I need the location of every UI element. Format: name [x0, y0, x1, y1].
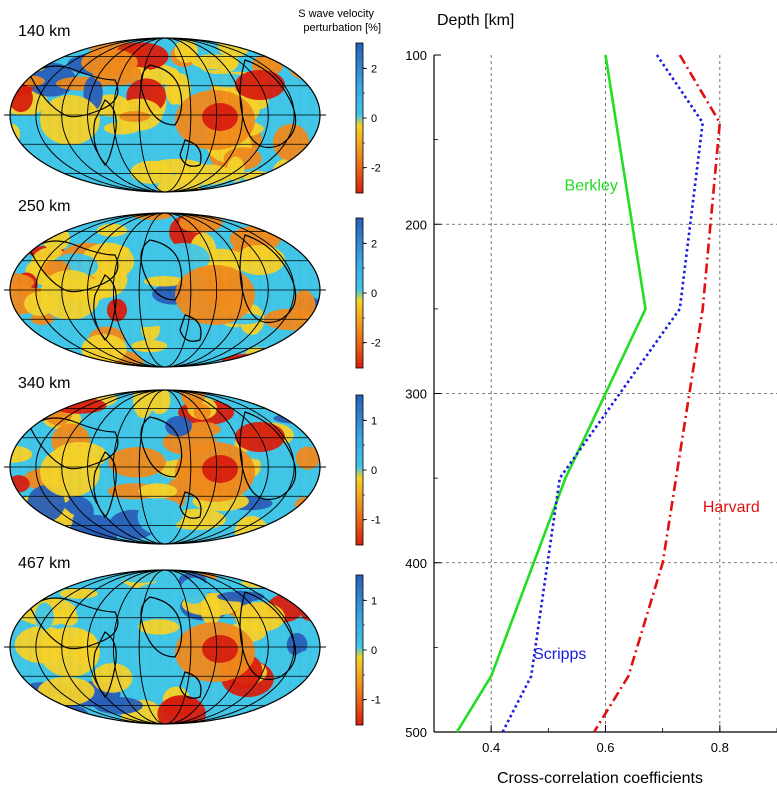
series-line-berkley	[455, 54, 647, 733]
anomaly-patch	[131, 339, 168, 353]
anomaly-patch	[108, 447, 166, 478]
colorbar-tick-label: 0	[371, 113, 377, 125]
map-3	[10, 570, 320, 724]
coastline	[140, 596, 183, 658]
colorbar-title: perturbation [%]	[303, 22, 381, 34]
anomaly-patch	[202, 635, 238, 663]
coastline	[239, 234, 297, 324]
anomaly-patch	[202, 278, 238, 306]
coastline	[29, 240, 119, 293]
anomaly-patch	[286, 633, 308, 657]
coastline	[93, 631, 117, 698]
anomaly-patch	[137, 619, 180, 635]
anomaly-patch	[40, 270, 100, 320]
coastline	[140, 239, 183, 301]
anomaly-patch	[138, 483, 178, 499]
anomaly-patch	[202, 455, 238, 483]
anomaly-patch	[30, 312, 55, 325]
series-label-harvard: Harvard	[703, 499, 760, 516]
y-tick-label: 500	[405, 725, 427, 740]
anomaly-patch	[59, 588, 98, 599]
coastline	[179, 139, 202, 167]
colorbar-tick-label: 0	[371, 288, 377, 300]
anomaly-patch	[200, 595, 222, 625]
coastline	[29, 597, 119, 650]
y-tick-label: 100	[405, 48, 427, 63]
map-depth-label: 340 km	[18, 375, 70, 392]
anomaly-patch	[106, 298, 127, 322]
colorbar-tick-label: 1	[371, 416, 377, 428]
y-tick-label: 400	[405, 556, 427, 571]
y-tick-label: 200	[405, 217, 427, 232]
colorbar-tick-label: -2	[371, 163, 381, 175]
map-depth-label: 467 km	[18, 555, 70, 572]
coastline	[93, 451, 117, 518]
colorbar-tick-label: 1	[371, 596, 377, 608]
anomaly-patch	[178, 213, 223, 233]
anomaly-patch	[40, 447, 100, 497]
anomaly-patch	[118, 314, 168, 328]
anomaly-patch	[137, 582, 193, 599]
anomaly-patch	[295, 446, 320, 470]
colorbar-tick-label: -1	[371, 695, 381, 707]
anomaly-patch	[191, 54, 238, 70]
anomaly-patch	[119, 111, 150, 122]
tomography-maps-panel: 140 km 2 0 -2 250 km 2 0 -2 340 km 1 0 -1 467 km 1 0 -1…	[4, 8, 381, 726]
colorbar-tick-label: -2	[371, 338, 381, 350]
coastline	[140, 416, 183, 478]
colorbar-tick-label: 2	[371, 64, 377, 76]
anomaly-patch	[175, 164, 234, 185]
x-tick-label: 0.4	[482, 740, 500, 755]
x-tick-label: 0.8	[711, 740, 729, 755]
colorbar-tick-label: 0	[371, 645, 377, 657]
anomaly-patch	[143, 276, 185, 287]
anomaly-patch	[165, 68, 183, 105]
colorbar-tick-label: 0	[371, 465, 377, 477]
anomaly-patch	[180, 577, 208, 604]
x-axis-title: Cross-correlation coefficients	[497, 770, 703, 787]
coastline	[179, 671, 202, 699]
series-line-scripps	[501, 54, 704, 733]
coastline	[29, 417, 119, 470]
anomaly-patch	[40, 95, 100, 145]
coastline	[179, 314, 202, 342]
coastline	[239, 411, 297, 501]
anomaly-patch	[272, 123, 310, 161]
map-1	[10, 213, 320, 367]
anomaly-patch	[174, 39, 198, 63]
colorbar-tick-label: 2	[371, 239, 377, 251]
series-label-scripps: Scripps	[533, 646, 586, 663]
anomaly-patch	[217, 591, 265, 602]
coastline	[179, 491, 202, 519]
x-tick-label: 0.6	[596, 740, 614, 755]
coastline	[239, 59, 297, 149]
anomaly-patch	[165, 415, 192, 437]
map-depth-label: 140 km	[18, 23, 70, 40]
coastline	[140, 64, 183, 126]
colorbar-title: S wave velocity	[298, 8, 374, 20]
coastline	[93, 99, 117, 166]
y-tick-label: 300	[405, 387, 427, 402]
y-axis-title: Depth [km]	[437, 12, 514, 29]
map-depth-label: 250 km	[18, 198, 70, 215]
series-line-harvard	[592, 54, 722, 733]
anomaly-patch	[158, 242, 210, 274]
anomaly-patch	[81, 334, 127, 364]
anomaly-patch	[202, 103, 238, 131]
anomaly-patch	[40, 627, 100, 677]
coastline	[93, 274, 117, 341]
coastline	[239, 591, 297, 681]
series-label-berkley: Berkley	[565, 177, 618, 194]
coastline	[29, 65, 119, 118]
anomaly-patch	[148, 390, 171, 415]
colorbar-tick-label: -1	[371, 515, 381, 527]
